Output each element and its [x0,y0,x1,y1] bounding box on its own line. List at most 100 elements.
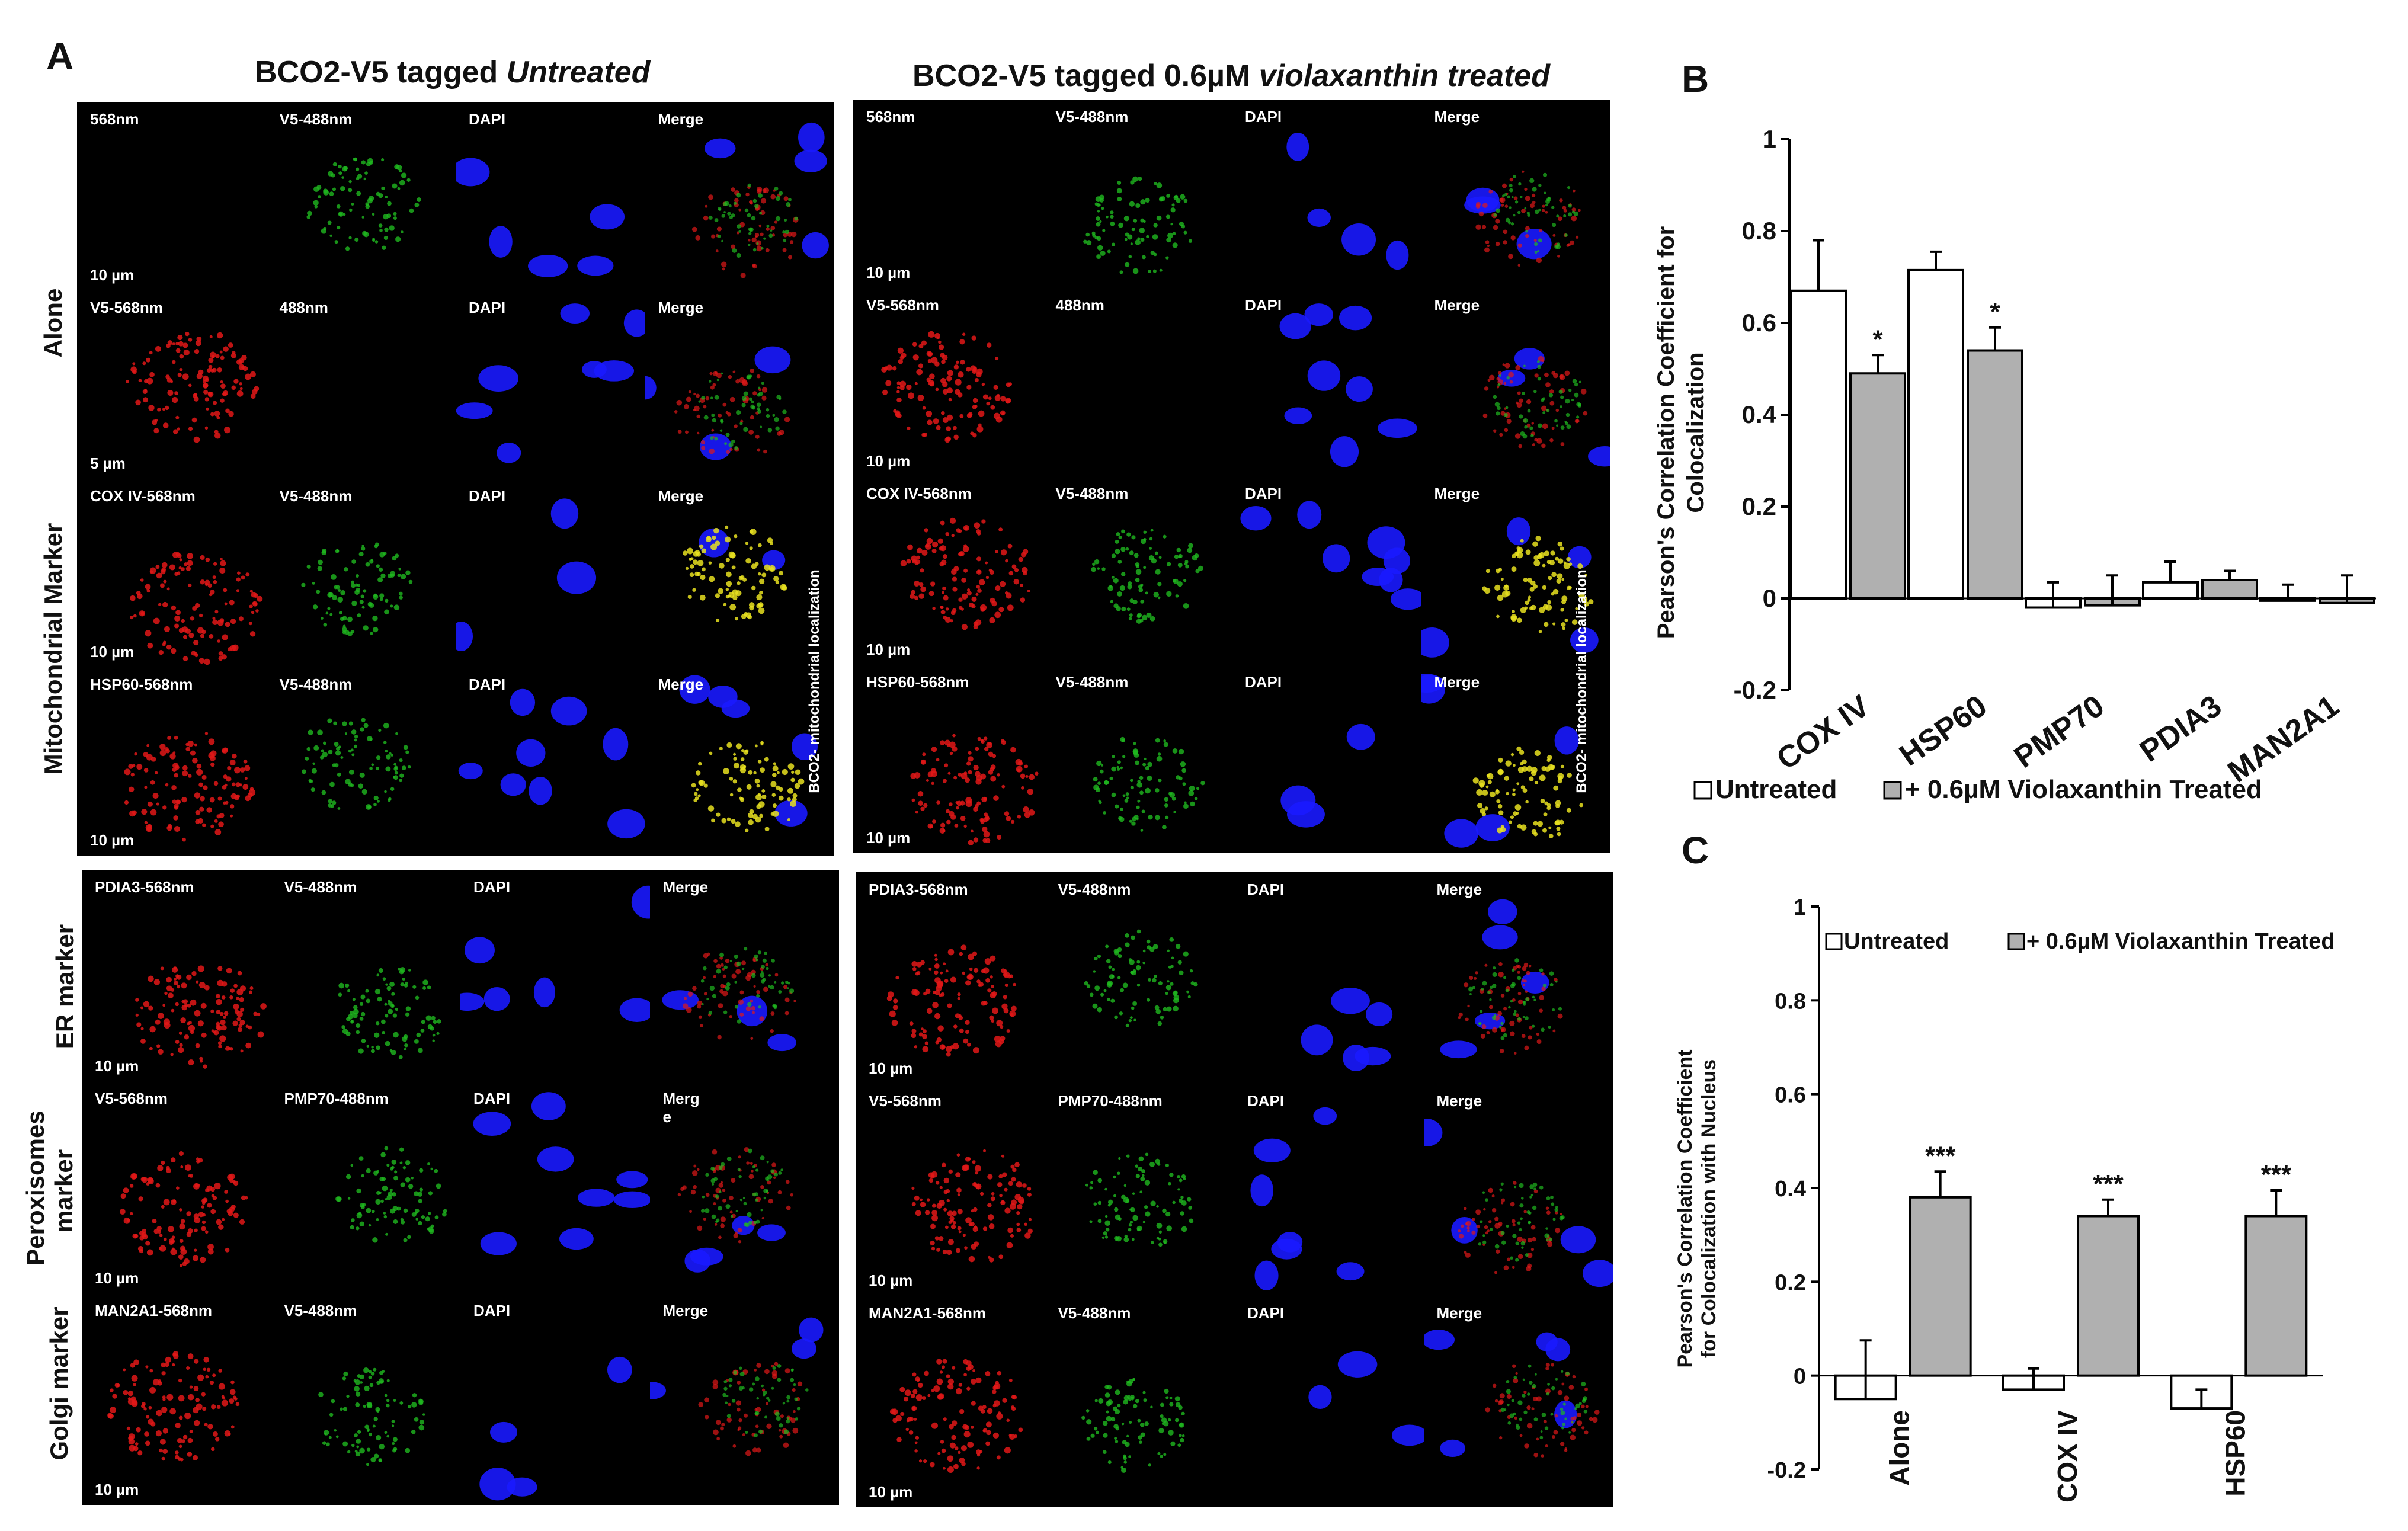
micrograph-image [1090,529,1203,624]
micrograph-image [900,517,1030,630]
micrograph-image [338,967,441,1059]
channel-label: Merge [1436,1092,1482,1110]
channel-label: DAPI [1247,880,1285,898]
x-category-label: MAN2A1 [2221,688,2345,789]
micrograph-image [1308,1351,1424,1446]
micrograph-cell: DAPI [1232,476,1421,665]
channel-label: V5-488nm [1058,1303,1131,1322]
channel-label: DAPI [469,110,506,128]
x-category-label: PMP70 [2008,688,2111,774]
micrograph-cell: V5-568nm 5 µm [77,290,267,479]
scale-bar-label: 10 µm [866,640,911,658]
bar [2201,579,2258,600]
micrograph-grid-untreated-upper: 568nm 10 µm V5-488nm DAPI Merge V5-568nm 5 µm 4… [77,102,834,856]
micrograph-cell: DAPI [460,1293,650,1505]
micrograph-image [910,734,1039,846]
micrograph-cell: V5-568nm 10 µm [853,288,1043,476]
channel-label: PMP70-488nm [1058,1092,1163,1110]
micrograph-image [889,1359,1023,1473]
panel-label-b: B [1682,57,1709,100]
scale-bar-label: 10 µm [90,643,135,661]
scale-bar-label: 10 µm [866,452,911,470]
y-tick-label: 0.2 [1742,492,1776,520]
chart-b: Pearson's Correlation Coefficient for Co… [1653,125,2376,804]
treated-title-emphasis: violaxanthin treated [1259,59,1550,93]
micrograph-cell: Merg e [650,1081,840,1293]
channel-label: PDIA3-568nm [869,880,968,898]
micrograph-image [1085,1152,1193,1247]
micrograph-cell: V5-488nm [1045,872,1235,1084]
y-tick-label: -0.2 [1767,1458,1806,1483]
legend-swatch-untreated [1693,781,1712,800]
channel-label: Merge [658,675,704,693]
channel-label: V5-488nm [284,878,357,896]
channel-label: HSP60-568nm [866,673,969,691]
y-tick-label: 0.2 [1775,1270,1806,1295]
micrograph-cell: DAPI [456,479,645,667]
x-category-label: PDIA3 [2134,688,2228,768]
channel-label: 488nm [1055,296,1104,314]
scale-bar-label: 10 µm [95,1057,139,1075]
row-group-golgi: Golgi marker [45,1306,73,1460]
row-group-er: ER marker [51,924,79,1049]
channel-label: DAPI [473,878,511,896]
micrograph-cell: V5-488nm [1043,100,1232,288]
micrograph-cell: V5-488nm [271,1293,461,1505]
micrograph-cell: DAPI [1232,288,1421,476]
bar [2077,1215,2140,1377]
x-category-label: HSP60 [1894,688,1993,773]
bar [2244,1215,2308,1377]
legend-swatch-treated [2007,933,2025,950]
y-tick-label: 0.4 [1775,1177,1806,1202]
micrograph-image [1286,132,1409,270]
micrograph-image [1301,988,1393,1072]
micrograph-image [135,965,267,1069]
channel-label: Merge [658,110,704,128]
micrograph-cell: Merge [649,1293,840,1505]
y-tick-label: 1 [1794,895,1806,920]
x-category-label: COX IV [2052,1410,2083,1503]
significance-mark: *** [2093,1170,2124,1199]
micrograph-cell: HSP60-568nm 10 µm [77,667,267,856]
micrograph-cell: 488nm [267,290,456,479]
scale-bar-label: 5 µm [90,454,126,472]
micrograph-image [1279,303,1417,467]
y-tick-label: 0 [1794,1365,1806,1389]
y-tick-label: 0.6 [1742,309,1776,337]
channel-label: DAPI [1245,485,1282,502]
row-group-alone: Alone [39,288,67,358]
significance-mark: *** [1925,1141,1956,1170]
micrograph-image [1423,1119,1613,1287]
micrograph-cell: DAPI [456,290,645,479]
micrograph-cell: Merge [1421,288,1610,476]
micrograph-image [130,552,263,665]
micrograph-image [473,1092,650,1255]
micrograph-image [460,885,650,1023]
scale-bar-label: 10 µm [869,1059,913,1078]
channel-label: V5-488nm [279,675,353,693]
bar [1909,1196,1972,1377]
bar [2142,581,2199,600]
scale-bar-label: 10 µm [869,1271,913,1289]
micrograph-cell: DAPI [1234,1084,1424,1295]
micrograph-image [77,102,267,290]
micrograph-cell: DAPI [1232,100,1421,288]
micrograph-image [456,498,597,651]
legend-label-treated: + 0.6µM Violaxanthin Treated [2026,929,2335,954]
channel-label: Merge [1434,485,1480,502]
y-tick-label: 0.8 [1775,989,1806,1014]
channel-label: V5-488nm [1055,673,1129,691]
micrograph-grid-treated-lower: PDIA3-568nm 10 µm V5-488nm DAPI Merge V5-568n… [856,872,1613,1507]
micrograph-image [456,158,625,277]
micrograph-cell: 568nm 10 µm [77,102,267,290]
channel-label: DAPI [1247,1303,1285,1322]
channel-label: V5-488nm [279,110,353,128]
channel-label: Merge [1434,296,1480,314]
micrograph-image [107,1350,240,1462]
untreated-title-text: BCO2-V5 tagged [255,55,507,89]
chart-b-ylabel-line1: Pearson's Correlation Coefficient for [1653,226,1679,639]
significance-mark: * [1990,297,2000,326]
micrograph-image [881,331,1013,443]
channel-label: Merg e [662,1090,700,1126]
micrograph-image [1439,899,1563,1059]
